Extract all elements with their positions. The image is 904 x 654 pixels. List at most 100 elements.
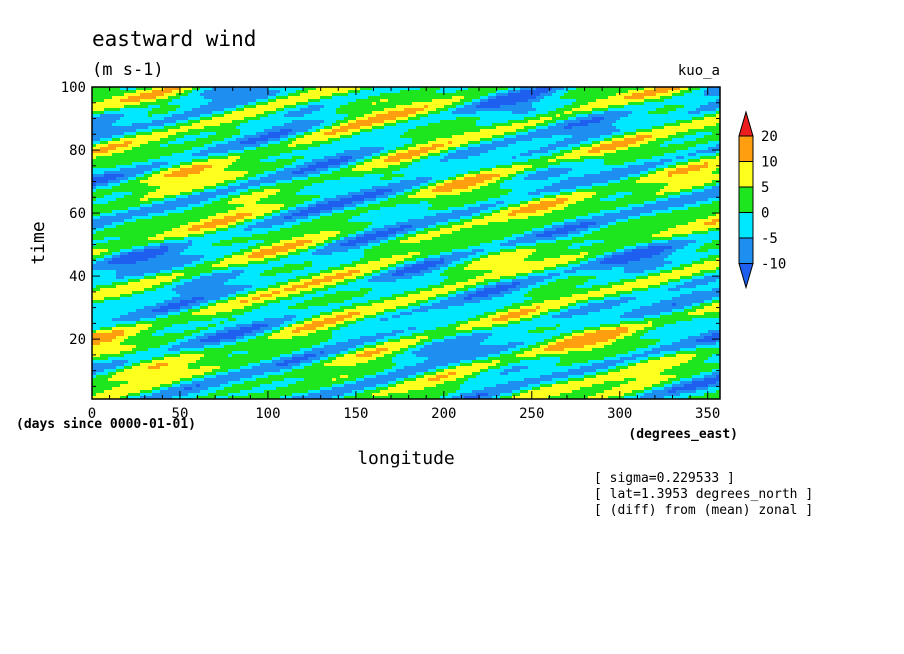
heatmap-cell (108, 222, 113, 226)
heatmap-cell (260, 165, 265, 169)
heatmap-cell (148, 267, 153, 271)
heatmap-cell (204, 105, 209, 109)
heatmap-cell (264, 342, 269, 346)
heatmap-cell (252, 369, 257, 373)
heatmap-cell (92, 276, 97, 280)
heatmap-cell (272, 183, 277, 187)
heatmap-cell (172, 207, 177, 211)
heatmap-cell (224, 333, 229, 337)
heatmap-cell (256, 345, 261, 349)
heatmap-cell (268, 219, 273, 223)
heatmap-cell (192, 318, 197, 322)
heatmap-cell (192, 357, 197, 361)
heatmap-cell (160, 264, 165, 268)
heatmap-cell (272, 312, 277, 316)
heatmap-cell (100, 96, 105, 100)
heatmap-cell (128, 237, 133, 241)
heatmap-cell (204, 240, 209, 244)
heatmap-cell (128, 258, 133, 262)
heatmap-cell (224, 285, 229, 289)
heatmap-cell (132, 87, 137, 91)
heatmap-cell (204, 342, 209, 346)
heatmap-cell (264, 189, 269, 193)
heatmap-cell (216, 222, 221, 226)
heatmap-cell (120, 96, 125, 100)
heatmap-cell (224, 150, 229, 154)
heatmap-cell (232, 261, 237, 265)
heatmap-cell (136, 102, 141, 106)
heatmap-cell (248, 192, 253, 196)
heatmap-cell (168, 333, 173, 337)
heatmap-cell (132, 159, 137, 163)
heatmap-cell (108, 117, 113, 121)
heatmap-cell (128, 249, 133, 253)
heatmap-cell (244, 288, 249, 292)
heatmap-cell (172, 246, 177, 250)
heatmap-cell (164, 363, 169, 367)
heatmap-cell (212, 267, 217, 271)
heatmap-cell (156, 156, 161, 160)
heatmap-cell (156, 249, 161, 253)
heatmap-cell (152, 252, 157, 256)
heatmap-cell (104, 354, 109, 358)
heatmap-cell (120, 222, 125, 226)
heatmap-cell (168, 201, 173, 205)
heatmap-cell (124, 255, 129, 259)
heatmap-cell (172, 228, 177, 232)
heatmap-cell (104, 162, 109, 166)
heatmap-cell (96, 261, 101, 265)
heatmap-cell (148, 345, 153, 349)
heatmap-cell (256, 147, 261, 151)
heatmap-cell (104, 384, 109, 388)
heatmap-cell (192, 366, 197, 370)
heatmap-cell (164, 333, 169, 337)
heatmap-cell (260, 135, 265, 139)
heatmap-cell (180, 384, 185, 388)
heatmap-cell (248, 243, 253, 247)
heatmap-cell (100, 312, 105, 316)
heatmap-cell (268, 261, 273, 265)
heatmap-cell (188, 351, 193, 355)
heatmap-cell (144, 135, 149, 139)
heatmap-cell (264, 366, 269, 370)
heatmap-cell (204, 393, 209, 397)
heatmap-cell (136, 183, 141, 187)
heatmap-cell (104, 87, 109, 91)
heatmap-cell (132, 144, 137, 148)
heatmap-cell (236, 216, 241, 220)
heatmap-cell (256, 327, 261, 331)
heatmap-cell (168, 324, 173, 328)
heatmap-cell (252, 273, 257, 277)
heatmap-cell (196, 123, 201, 127)
heatmap-cell (116, 168, 121, 172)
heatmap-cell (244, 291, 249, 295)
heatmap-cell (144, 300, 149, 304)
heatmap-cell (248, 219, 253, 223)
heatmap-cell (244, 228, 249, 232)
heatmap-cell (184, 252, 189, 256)
heatmap-cell (264, 381, 269, 385)
heatmap-cell (228, 108, 233, 112)
heatmap-cell (228, 87, 233, 91)
heatmap-cell (272, 324, 277, 328)
heatmap-cell (268, 393, 273, 397)
heatmap-cell (184, 351, 189, 355)
heatmap-cell (112, 369, 117, 373)
heatmap-cell (128, 210, 133, 214)
heatmap-cell (232, 387, 237, 391)
heatmap-cell (280, 351, 285, 355)
heatmap-cell (276, 273, 281, 277)
heatmap-cell (192, 198, 197, 202)
heatmap-cell (156, 165, 161, 169)
heatmap-cell (188, 375, 193, 379)
heatmap-cell (104, 132, 109, 136)
heatmap-cell (236, 249, 241, 253)
heatmap-cell (232, 93, 237, 97)
heatmap-cell (100, 147, 105, 151)
heatmap-cell (188, 120, 193, 124)
heatmap-cell (92, 129, 97, 133)
heatmap-cell (176, 108, 181, 112)
heatmap-cell (260, 318, 265, 322)
heatmap-cell (252, 105, 257, 109)
heatmap-cell (160, 165, 165, 169)
